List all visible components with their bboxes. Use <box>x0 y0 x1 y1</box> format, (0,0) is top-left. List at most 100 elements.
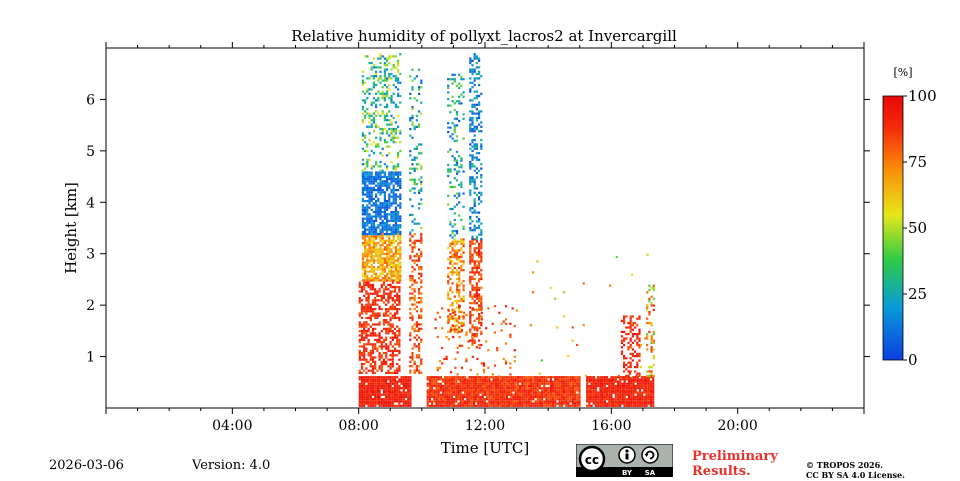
rh-cell <box>610 398 613 401</box>
rh-cell <box>426 382 429 385</box>
rh-cell <box>381 79 384 82</box>
rh-cell <box>394 180 397 183</box>
rh-cell <box>643 395 646 399</box>
rh-cell <box>381 233 384 236</box>
rh-cell <box>625 377 628 380</box>
rh-cell <box>536 395 539 399</box>
rh-cell <box>386 202 389 205</box>
rh-cell <box>431 376 434 379</box>
rh-cell <box>366 88 369 91</box>
rh-cell <box>525 400 528 403</box>
rh-cell <box>623 382 626 385</box>
rh-cell <box>394 202 397 205</box>
rh-cell <box>616 389 620 392</box>
rh-cell <box>475 116 478 120</box>
rh-cell <box>386 244 389 247</box>
rh-cell <box>399 186 402 189</box>
rh-cell <box>576 398 579 401</box>
rh-cell <box>390 274 393 278</box>
rh-cell <box>398 389 401 392</box>
rh-cell <box>396 395 399 399</box>
rh-cell <box>397 226 400 229</box>
rh-cell <box>398 352 401 355</box>
rh-cell <box>652 357 655 360</box>
rh-cell <box>480 233 483 236</box>
rh-cell <box>392 136 395 139</box>
rh-cell <box>377 191 380 194</box>
rh-cell <box>371 347 375 350</box>
rh-cell <box>394 226 397 229</box>
rh-cell <box>368 197 371 200</box>
rh-cell <box>625 333 628 336</box>
rh-cell <box>382 327 386 330</box>
rh-cell <box>372 248 375 251</box>
rh-cell <box>397 279 400 282</box>
rh-cell <box>488 400 491 403</box>
rh-cell <box>512 402 515 405</box>
rh-cell <box>387 358 390 361</box>
rh-cell <box>378 288 381 291</box>
rh-cell <box>368 182 371 185</box>
rh-cell <box>521 384 524 388</box>
rh-cell <box>646 291 649 294</box>
rh-cell <box>375 235 378 238</box>
rh-cell <box>379 152 382 155</box>
rh-cell <box>398 299 401 302</box>
rh-cell <box>365 343 368 346</box>
rh-cell <box>383 184 386 187</box>
rh-cell <box>426 398 429 401</box>
rh-cell <box>514 389 517 392</box>
rh-cell <box>407 378 410 381</box>
rh-cell <box>468 393 471 396</box>
rh-cell <box>399 193 402 196</box>
rh-cell <box>383 228 386 231</box>
rh-cell <box>397 182 400 185</box>
rh-cell <box>454 366 457 369</box>
rh-cell <box>632 395 635 399</box>
rh-cell <box>439 384 442 388</box>
rh-cell <box>480 200 483 203</box>
rh-cell <box>571 395 574 399</box>
rh-cell <box>478 112 481 115</box>
rh-cell <box>603 393 606 396</box>
rh-cell <box>627 333 630 336</box>
rh-cell <box>388 75 391 78</box>
rh-cell <box>409 231 412 234</box>
rh-cell <box>560 391 563 394</box>
rh-cell <box>393 314 397 317</box>
rh-cell <box>447 168 450 171</box>
rh-cell <box>458 305 461 308</box>
rh-cell <box>452 335 455 339</box>
rh-cell <box>397 237 400 240</box>
rh-cell <box>558 384 561 388</box>
rh-cell <box>370 68 373 71</box>
rh-cell <box>374 297 377 300</box>
rh-cell <box>549 391 552 394</box>
rh-cell <box>599 402 602 405</box>
rh-cell <box>374 363 377 366</box>
rh-cell <box>478 110 481 113</box>
rh-cell <box>466 378 469 381</box>
rh-cell <box>449 271 452 274</box>
rh-cell <box>516 378 519 381</box>
rh-cell <box>392 186 395 189</box>
rh-cell <box>451 308 454 311</box>
rh-cell <box>582 324 585 327</box>
rh-cell <box>393 312 397 315</box>
rh-cell <box>369 395 372 399</box>
rh-cell <box>574 376 577 379</box>
rh-cell <box>438 360 442 363</box>
rh-cell <box>475 282 478 285</box>
rh-cell <box>370 165 373 168</box>
rh-cell <box>413 191 416 194</box>
rh-cell <box>397 163 400 166</box>
rh-cell <box>363 378 366 381</box>
rh-cell <box>650 304 653 307</box>
rh-cell <box>592 376 595 379</box>
rh-cell <box>381 130 384 133</box>
rh-cell <box>601 384 604 388</box>
rh-cell <box>409 213 412 216</box>
rh-cell <box>360 387 364 390</box>
rh-cell <box>634 380 637 383</box>
rh-cell <box>486 376 489 379</box>
